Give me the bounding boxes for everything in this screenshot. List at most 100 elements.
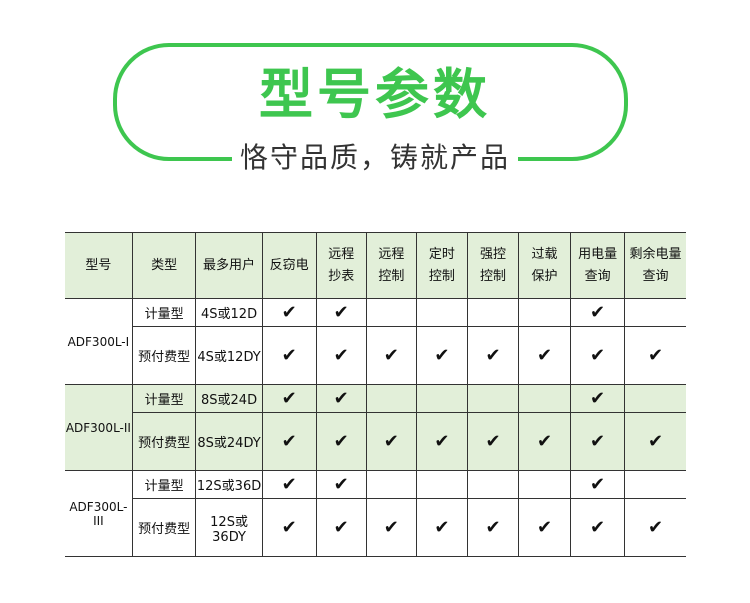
checkmark-icon: ✔ (434, 431, 450, 452)
checkmark-icon: ✔ (485, 431, 501, 452)
feature-cell (624, 470, 686, 499)
checkmark-icon: ✔ (648, 345, 664, 366)
column-header: 定时 控制 (415, 232, 468, 299)
max-users-cell: 12S或36D (195, 470, 263, 499)
feature-cell (624, 384, 686, 413)
table-row: 预付费型 8S或24DY ✔ ✔ ✔ ✔ ✔ ✔ ✔ ✔ (65, 412, 686, 471)
feature-cell: ✔ (315, 326, 367, 385)
checkmark-icon: ✔ (648, 431, 664, 452)
column-header: 用电量 查询 (570, 232, 626, 299)
feature-cell (365, 298, 417, 327)
feature-cell: ✔ (261, 384, 317, 413)
feature-cell (415, 298, 468, 327)
feature-cell: ✔ (315, 298, 367, 327)
feature-cell: ✔ (261, 326, 317, 385)
feature-cell: ✔ (518, 326, 572, 385)
checkmark-icon: ✔ (485, 517, 501, 538)
checkmark-icon: ✔ (333, 388, 349, 409)
model-cell: ADF300L-I (65, 298, 133, 385)
checkmark-icon: ✔ (333, 345, 349, 366)
checkmark-icon: ✔ (281, 431, 297, 452)
feature-cell: ✔ (466, 326, 520, 385)
feature-cell (518, 298, 572, 327)
model-parameters-table: 型号 类型 最多用户 反窃电 远程 抄表 远程 控制 定时 控制 强控 控制 过载 保护 用电量 … (65, 232, 686, 557)
max-users-cell: 8S或24DY (195, 412, 263, 471)
feature-cell: ✔ (261, 470, 317, 499)
checkmark-icon: ✔ (537, 517, 553, 538)
feature-cell (624, 298, 686, 327)
column-header: 剩余电量 查询 (624, 232, 686, 299)
checkmark-icon: ✔ (333, 517, 349, 538)
feature-cell: ✔ (624, 498, 686, 557)
checkmark-icon: ✔ (590, 517, 606, 538)
table-row: ADF300L-II 计量型 8S或24D ✔ ✔ ✔ (65, 384, 686, 471)
feature-cell: ✔ (315, 412, 367, 471)
type-cell: 计量型 (131, 298, 197, 327)
column-header: 反窃电 (261, 232, 317, 299)
checkmark-icon: ✔ (281, 345, 297, 366)
type-cell: 计量型 (131, 470, 197, 499)
table-header-row: 型号 类型 最多用户 反窃电 远程 抄表 远程 控制 定时 控制 强控 控制 过载 保护 用电量 … (65, 232, 686, 299)
table-row: 预付费型 4S或12DY ✔ ✔ ✔ ✔ ✔ ✔ ✔ ✔ (65, 326, 686, 385)
checkmark-icon: ✔ (333, 302, 349, 323)
column-header: 远程 抄表 (315, 232, 367, 299)
feature-cell (415, 470, 468, 499)
feature-cell (365, 384, 417, 413)
model-cell: ADF300L-II (65, 384, 133, 471)
feature-cell (466, 470, 520, 499)
checkmark-icon: ✔ (383, 431, 399, 452)
feature-cell: ✔ (365, 412, 417, 471)
column-header: 强控 控制 (466, 232, 520, 299)
checkmark-icon: ✔ (590, 431, 606, 452)
type-cell: 预付费型 (132, 326, 197, 385)
feature-cell (365, 470, 417, 499)
feature-cell: ✔ (315, 470, 367, 499)
feature-cell (518, 384, 572, 413)
max-users-cell: 4S或12D (195, 298, 263, 327)
feature-cell: ✔ (415, 498, 468, 557)
feature-cell: ✔ (365, 498, 417, 557)
column-header: 类型 (131, 232, 197, 299)
checkmark-icon: ✔ (281, 302, 297, 323)
feature-cell: ✔ (261, 298, 317, 327)
feature-cell: ✔ (570, 326, 626, 385)
feature-cell (415, 384, 468, 413)
feature-cell (518, 470, 572, 499)
checkmark-icon: ✔ (590, 388, 606, 409)
feature-cell: ✔ (570, 498, 626, 557)
checkmark-icon: ✔ (590, 302, 606, 323)
feature-cell (466, 384, 520, 413)
feature-cell: ✔ (415, 326, 468, 385)
feature-cell: ✔ (315, 384, 367, 413)
page-subtitle: 恪守品质，铸就产品 (231, 138, 519, 178)
checkmark-icon: ✔ (434, 345, 450, 366)
feature-cell: ✔ (365, 326, 417, 385)
checkmark-icon: ✔ (281, 517, 297, 538)
column-header: 远程 控制 (365, 232, 417, 299)
type-cell: 预付费型 (132, 412, 197, 471)
table-row: ADF300L-III 计量型 12S或36D ✔ ✔ ✔ (65, 470, 686, 557)
checkmark-icon: ✔ (537, 431, 553, 452)
page-title: 型号参数 (259, 63, 491, 126)
checkmark-icon: ✔ (648, 517, 664, 538)
feature-cell: ✔ (518, 498, 572, 557)
column-header: 最多用户 (195, 232, 263, 299)
feature-cell: ✔ (570, 470, 626, 499)
max-users-cell: 8S或24D (195, 384, 263, 413)
checkmark-icon: ✔ (383, 517, 399, 538)
feature-cell: ✔ (624, 326, 686, 385)
checkmark-icon: ✔ (281, 388, 297, 409)
feature-cell: ✔ (261, 498, 317, 557)
max-users-cell: 4S或12DY (195, 326, 263, 385)
feature-cell: ✔ (570, 384, 626, 413)
max-users-cell: 12S或36DY (195, 498, 263, 557)
feature-cell: ✔ (261, 412, 317, 471)
checkmark-icon: ✔ (333, 474, 349, 495)
type-cell: 计量型 (131, 384, 197, 413)
column-header: 型号 (65, 232, 133, 299)
feature-cell: ✔ (570, 298, 626, 327)
checkmark-icon: ✔ (590, 345, 606, 366)
checkmark-icon: ✔ (537, 345, 553, 366)
feature-cell: ✔ (466, 498, 520, 557)
type-cell: 预付费型 (132, 498, 197, 557)
